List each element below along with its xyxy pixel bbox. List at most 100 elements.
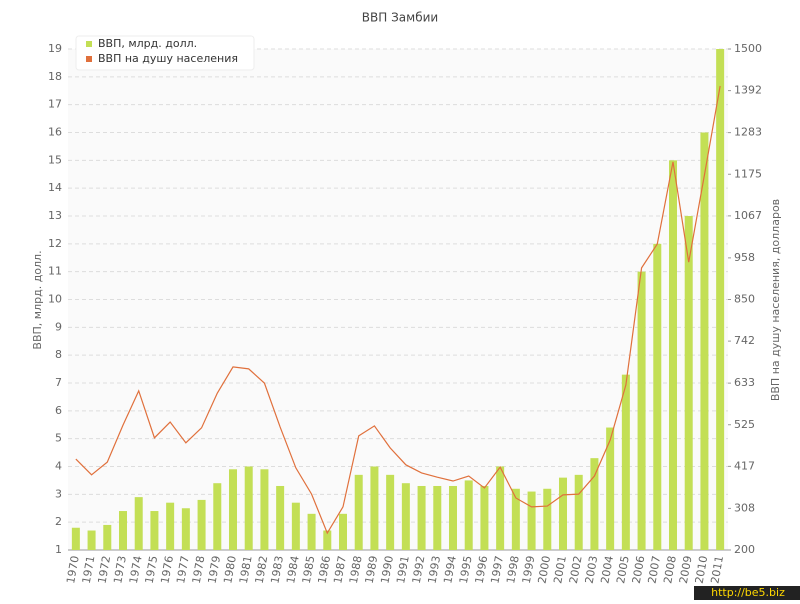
chart-title: ВВП Замбии bbox=[362, 11, 438, 25]
bar bbox=[339, 513, 347, 550]
x-tick-label: 1998 bbox=[504, 555, 522, 585]
x-tick-label: 2009 bbox=[677, 555, 695, 585]
y-tick-label: 7 bbox=[55, 376, 62, 389]
bar bbox=[166, 502, 175, 550]
y2-axis-label: ВВП на душу населения, долларов bbox=[769, 199, 782, 401]
bar bbox=[354, 474, 363, 550]
bar bbox=[496, 466, 505, 550]
bar bbox=[464, 480, 473, 550]
x-tick-label: 1970 bbox=[64, 555, 82, 585]
bar bbox=[716, 49, 725, 550]
x-tick-label: 1976 bbox=[158, 555, 176, 585]
bar bbox=[229, 469, 237, 550]
x-tick-label: 1981 bbox=[237, 555, 255, 585]
bar bbox=[291, 502, 300, 550]
watermark-bg bbox=[694, 586, 800, 600]
x-tick-label: 1973 bbox=[111, 555, 129, 585]
x-tick-label: 1980 bbox=[221, 555, 239, 585]
bar bbox=[87, 530, 96, 550]
bar bbox=[637, 271, 646, 550]
y-tick-label: 10 bbox=[48, 293, 62, 306]
y2-tick-label: 850 bbox=[734, 293, 755, 306]
x-tick-label: 1986 bbox=[316, 555, 334, 585]
x-tick-label: 2011 bbox=[708, 555, 726, 585]
y-tick-label: 13 bbox=[48, 209, 62, 222]
y2-tick-label: 525 bbox=[734, 418, 755, 431]
x-tick-label: 1989 bbox=[363, 555, 381, 585]
y-tick-label: 16 bbox=[48, 126, 62, 139]
y2-tick-label: 308 bbox=[734, 501, 755, 514]
y-tick-label: 2 bbox=[55, 515, 62, 528]
bar bbox=[134, 497, 143, 550]
y-tick-label: 14 bbox=[48, 181, 62, 194]
x-tick-label: 1982 bbox=[253, 555, 271, 585]
x-tick-label: 1991 bbox=[394, 555, 412, 585]
y-tick-label: 8 bbox=[55, 348, 62, 361]
x-tick-label: 1990 bbox=[378, 555, 396, 585]
x-tick-label: 1974 bbox=[127, 555, 145, 585]
y2-tick-label: 633 bbox=[734, 376, 755, 389]
x-tick-label: 1995 bbox=[457, 555, 475, 585]
x-tick-label: 2000 bbox=[536, 555, 554, 585]
x-tick-label: 1988 bbox=[347, 555, 365, 585]
x-tick-label: 1977 bbox=[174, 555, 192, 585]
watermark: http://be5.biz bbox=[711, 586, 785, 599]
y-tick-label: 6 bbox=[55, 404, 62, 417]
y2-tick-label: 1392 bbox=[734, 84, 762, 97]
line bbox=[75, 85, 721, 535]
y-tick-label: 9 bbox=[55, 320, 62, 333]
bar bbox=[307, 513, 316, 550]
x-tick-label: 1999 bbox=[520, 555, 538, 585]
bar bbox=[150, 511, 159, 550]
bar bbox=[621, 374, 630, 550]
bar bbox=[559, 477, 567, 550]
x-tick-label: 2008 bbox=[661, 555, 679, 585]
x-tick-label: 2001 bbox=[551, 555, 569, 585]
bar bbox=[527, 491, 536, 550]
x-tick-label: 1997 bbox=[488, 555, 506, 585]
x-tick-label: 2010 bbox=[693, 555, 711, 585]
bar bbox=[590, 458, 599, 550]
bar bbox=[449, 485, 457, 550]
x-tick-label: 1972 bbox=[96, 555, 114, 585]
x-tick-label: 1975 bbox=[143, 555, 161, 585]
bar bbox=[213, 483, 222, 550]
bar bbox=[119, 511, 127, 550]
bar bbox=[323, 530, 332, 550]
y-tick-label: 11 bbox=[48, 265, 62, 278]
y2-tick-label: 200 bbox=[734, 543, 755, 556]
x-tick-label: 2007 bbox=[646, 555, 664, 585]
x-tick-label: 1978 bbox=[190, 555, 208, 585]
bar bbox=[197, 499, 206, 550]
y2-tick-label: 1067 bbox=[734, 209, 762, 222]
y2-tick-label: 1500 bbox=[734, 42, 762, 55]
y2-tick-label: 417 bbox=[734, 459, 755, 472]
bar bbox=[480, 485, 489, 550]
x-tick-label: 1971 bbox=[80, 555, 98, 585]
bar bbox=[511, 488, 520, 550]
y-tick-label: 3 bbox=[55, 487, 62, 500]
bar bbox=[417, 485, 426, 550]
x-tick-label: 1993 bbox=[426, 555, 444, 585]
legend-marker bbox=[86, 56, 92, 62]
bar bbox=[103, 524, 112, 550]
y-tick-label: 4 bbox=[55, 460, 62, 473]
x-tick-label: 2005 bbox=[614, 555, 632, 585]
bar bbox=[244, 466, 253, 550]
y-tick-label: 15 bbox=[48, 153, 62, 166]
y2-tick-label: 742 bbox=[734, 334, 755, 347]
bar bbox=[606, 427, 615, 550]
x-tick-label: 1992 bbox=[410, 555, 428, 585]
y-tick-label: 5 bbox=[55, 432, 62, 445]
y-tick-label: 19 bbox=[48, 42, 62, 55]
bar bbox=[653, 243, 662, 551]
x-tick-label: 1979 bbox=[206, 555, 224, 585]
bar bbox=[260, 469, 269, 550]
x-tick-label: 1987 bbox=[331, 555, 349, 585]
legend-marker bbox=[86, 41, 92, 47]
x-tick-label: 1994 bbox=[441, 555, 459, 585]
y-tick-label: 18 bbox=[48, 70, 62, 83]
bar bbox=[669, 160, 677, 551]
y2-tick-label: 1175 bbox=[734, 167, 762, 180]
y2-tick-label: 958 bbox=[734, 251, 755, 264]
